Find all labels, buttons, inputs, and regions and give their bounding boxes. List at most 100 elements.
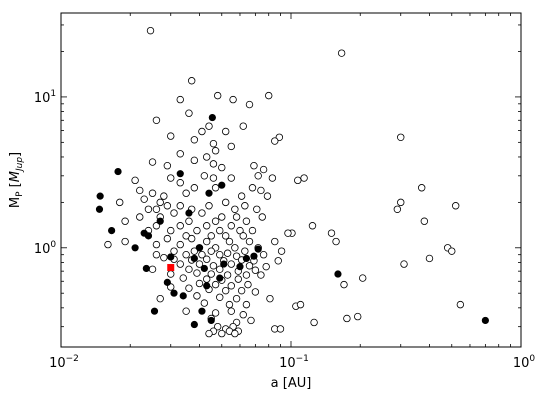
open-point	[417, 184, 426, 192]
open-point	[200, 172, 209, 180]
open-point	[167, 132, 175, 140]
open-point	[136, 213, 144, 221]
open-point	[221, 127, 230, 136]
open-point	[227, 142, 235, 151]
open-point	[420, 217, 429, 225]
open-point	[182, 250, 190, 259]
filled-point	[216, 274, 224, 282]
open-point	[136, 186, 144, 195]
open-point	[257, 271, 265, 279]
open-point	[265, 91, 273, 100]
filled-point	[207, 316, 215, 325]
filled-point	[254, 245, 262, 253]
open-point	[308, 222, 317, 230]
open-point	[234, 275, 242, 283]
filled-point	[156, 217, 164, 225]
open-point	[221, 232, 230, 240]
open-point	[170, 209, 178, 217]
filled-point	[481, 316, 489, 325]
open-point	[284, 229, 292, 237]
open-point	[248, 226, 257, 235]
plot-frame	[60, 12, 522, 348]
open-point	[185, 284, 193, 292]
open-point	[216, 250, 224, 259]
open-point	[248, 184, 257, 192]
open-point	[185, 265, 193, 274]
open-point	[231, 244, 239, 252]
open-point	[245, 100, 254, 109]
open-point	[205, 122, 213, 130]
open-point	[190, 156, 199, 165]
filled-point	[250, 252, 258, 260]
open-point	[216, 265, 224, 274]
open-point	[176, 179, 184, 187]
filled-point	[200, 264, 208, 273]
open-point	[163, 162, 172, 170]
open-point	[300, 174, 308, 182]
filled-point	[236, 263, 244, 271]
open-point	[148, 158, 157, 166]
open-point	[251, 288, 260, 296]
open-point	[232, 213, 241, 221]
open-point	[209, 139, 218, 148]
open-point	[229, 95, 237, 104]
open-point	[327, 229, 336, 237]
open-point	[202, 222, 211, 230]
open-point	[242, 271, 251, 279]
open-point	[259, 165, 268, 174]
open-point	[213, 322, 222, 331]
open-point	[182, 307, 190, 315]
open-point	[227, 222, 235, 230]
filled-point	[190, 320, 198, 329]
open-point	[131, 176, 139, 185]
open-point	[156, 198, 164, 207]
open-point	[227, 307, 235, 315]
open-point	[451, 202, 460, 210]
open-point	[163, 234, 172, 243]
y-axis-label: MP [MJup]	[8, 152, 25, 208]
open-point	[182, 189, 190, 197]
open-point	[148, 189, 157, 197]
open-point	[167, 174, 175, 182]
x-tick-label: 10−1	[279, 354, 309, 371]
open-point	[216, 226, 224, 235]
open-point	[250, 162, 258, 170]
open-point	[359, 274, 367, 282]
filled-point	[176, 170, 184, 178]
open-point	[393, 205, 402, 213]
filled-point	[220, 260, 228, 268]
x-tick-label: 10−2	[49, 354, 79, 371]
open-point	[221, 286, 230, 295]
open-point	[310, 318, 318, 327]
open-point	[242, 217, 251, 225]
open-point	[262, 262, 270, 271]
open-point	[211, 147, 220, 155]
open-point	[116, 198, 124, 207]
open-point	[254, 172, 262, 180]
open-point	[244, 280, 252, 289]
open-point	[190, 184, 199, 192]
open-point	[211, 309, 220, 317]
open-point	[170, 247, 178, 255]
open-point	[209, 262, 218, 270]
filled-point	[242, 254, 251, 263]
open-point	[163, 202, 172, 210]
open-point	[202, 237, 211, 246]
open-point	[263, 192, 272, 200]
open-point	[193, 226, 201, 235]
filled-point	[208, 113, 216, 122]
open-point	[187, 234, 196, 243]
open-point	[456, 300, 465, 309]
open-point	[195, 279, 204, 288]
filled-point	[108, 227, 116, 235]
open-point	[236, 226, 244, 235]
open-point	[167, 226, 175, 235]
open-point	[121, 237, 129, 246]
open-point	[271, 237, 279, 246]
y-tick-label: 100	[34, 240, 57, 257]
open-point	[185, 109, 193, 117]
open-point	[247, 316, 255, 325]
open-point	[176, 222, 184, 230]
open-point	[448, 247, 456, 255]
open-point	[242, 300, 251, 309]
